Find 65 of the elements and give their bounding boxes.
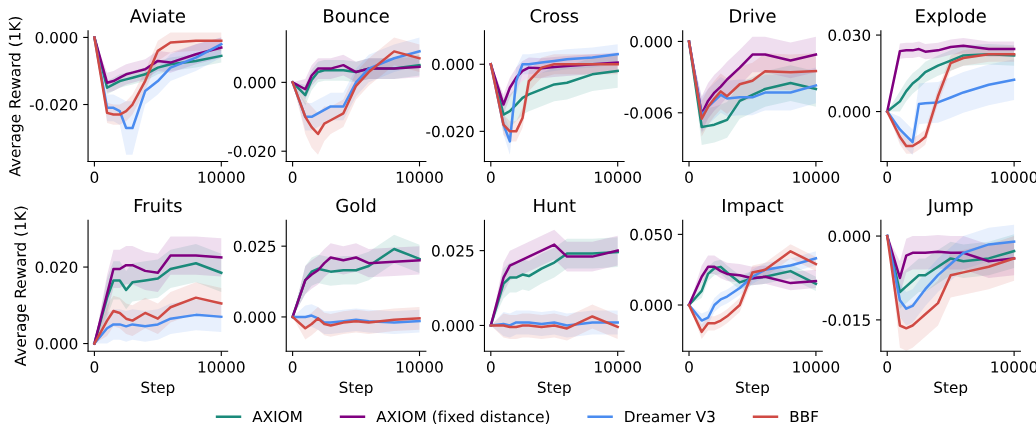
- y-tick-label: 0.050: [630, 228, 672, 241]
- x-tick-label: 0: [90, 361, 99, 373]
- x-tick-label: 10000: [198, 361, 245, 373]
- y-tick-label: 0.000: [828, 230, 871, 243]
- y-tick-label: 0.000: [233, 311, 276, 323]
- y-tick-label: 0.020: [35, 261, 78, 274]
- y-tick-label: -0.020: [426, 125, 474, 138]
- y-axis-title: Average Reward (1K): [8, 16, 24, 177]
- y-tick-label: 0.000: [432, 58, 474, 71]
- line-series: [885, 234, 1016, 330]
- x-axis-title: Step: [141, 381, 175, 397]
- legend-label: AXIOM: [252, 410, 302, 423]
- line-series: [291, 50, 421, 136]
- chart-title: Aviate: [129, 8, 186, 23]
- y-tick-label: -0.020: [29, 98, 78, 111]
- y-tick-label: 0.000: [432, 319, 474, 332]
- y-tick-label: 0.000: [35, 31, 78, 44]
- y-tick-label: 0.000: [35, 338, 78, 350]
- y-tick-label: 0.000: [630, 299, 672, 312]
- x-axis-title: Step: [736, 381, 770, 397]
- legend-label: AXIOM (fixed distance): [376, 410, 550, 425]
- y-tick-label: 0.000: [233, 76, 276, 89]
- line-series: [291, 315, 421, 330]
- x-tick-label: 10000: [198, 171, 245, 184]
- y-tick-label: 0.025: [233, 240, 276, 253]
- legend-label: BBF: [790, 410, 819, 423]
- x-tick-label: 0: [685, 171, 693, 184]
- chart-title: Impact: [723, 198, 784, 216]
- chart-title: Jump: [926, 198, 973, 216]
- x-tick-label: 0: [288, 171, 297, 184]
- x-axis-title: Step: [934, 381, 968, 397]
- x-tick-label: 10000: [595, 361, 641, 373]
- x-axis-title: Step: [537, 381, 571, 397]
- x-tick-label: 10000: [595, 171, 641, 184]
- chart-title: Hunt: [534, 198, 576, 213]
- y-tick-label: 0.000: [828, 106, 871, 118]
- x-tick-label: 0: [486, 171, 495, 184]
- x-tick-label: 0: [685, 361, 693, 373]
- x-tick-label: 10000: [396, 361, 443, 373]
- y-tick-label: 0.030: [828, 29, 871, 42]
- chart-title: Fruits: [134, 198, 182, 213]
- y-tick-label: -0.020: [228, 145, 276, 158]
- legend-label: Dreamer V3: [625, 410, 715, 423]
- y-axis-title: Average Reward (1K): [14, 206, 30, 367]
- x-tick-label: 10000: [396, 171, 443, 184]
- y-tick-label: 0.025: [432, 245, 474, 257]
- y-tick-label: 0.000: [630, 35, 672, 48]
- line-series: [93, 313, 223, 345]
- x-tick-label: 10000: [793, 361, 840, 373]
- chart-title: Drive: [730, 8, 776, 23]
- x-axis-title: Step: [339, 381, 373, 397]
- x-tick-label: 0: [883, 361, 892, 373]
- chart-title: Bounce: [324, 9, 389, 23]
- chart-title: Cross: [530, 9, 579, 23]
- chart-title: Gold: [336, 198, 376, 213]
- x-tick-label: 0: [883, 171, 892, 184]
- x-tick-label: 0: [288, 361, 297, 373]
- x-tick-label: 10000: [793, 171, 840, 184]
- y-tick-label: -0.015: [822, 314, 870, 326]
- chart-title: Explode: [916, 8, 986, 27]
- x-tick-label: 0: [486, 361, 495, 373]
- line-series: [291, 63, 421, 91]
- x-tick-label: 0: [90, 171, 99, 184]
- y-tick-label: -0.006: [624, 107, 672, 119]
- line-series: [489, 315, 619, 330]
